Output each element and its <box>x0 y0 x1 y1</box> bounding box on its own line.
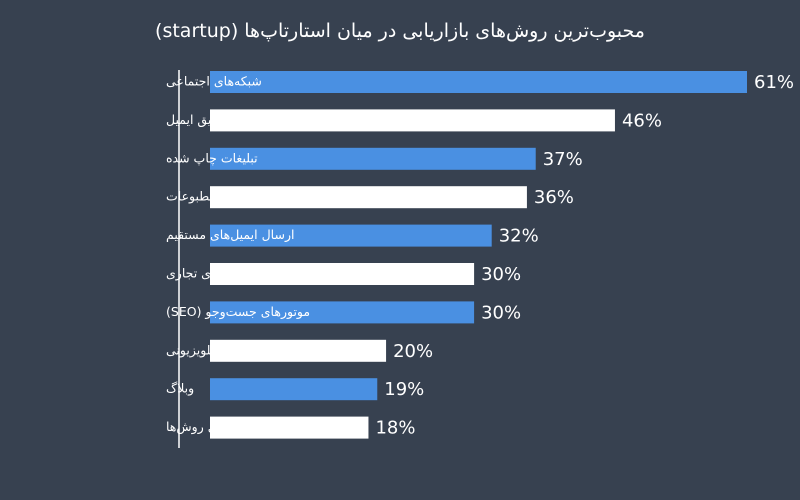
bar-row: بقیه‌ی روش‌ها 18% <box>166 416 415 439</box>
category-label: بقیه‌ی روش‌ها <box>166 419 238 435</box>
bar-row: تبلیغات چاپ شده 37% <box>166 147 583 170</box>
bar <box>210 71 747 93</box>
bar-row: شبکه‌های اجتماعی 61% <box>166 71 794 93</box>
value-label: 30% <box>481 264 521 285</box>
bar <box>210 416 369 439</box>
category-label: ارسال ایمیل‌های مستقیم <box>166 227 294 243</box>
category-label: شبکه‌های اجتماعی <box>166 74 262 89</box>
value-label: 36% <box>534 187 574 208</box>
category-label: تبلیغات چاپ شده <box>166 150 258 165</box>
bar <box>210 224 492 247</box>
value-label: 30% <box>481 302 521 323</box>
bar-row: تبلیغات رادیو/تلویزیونی 20% <box>166 339 433 362</box>
value-label: 19% <box>384 379 424 400</box>
value-label: 46% <box>622 110 662 131</box>
bar <box>210 301 475 324</box>
bar-row: بازاریابی از طریق ایمیل 46% <box>166 109 662 132</box>
bar <box>210 339 387 362</box>
value-label: 18% <box>375 418 415 439</box>
category-label: نمایشگاه‌های تجاری <box>166 266 268 282</box>
bar-row: نمایشگاه‌های تجاری 30% <box>166 263 521 285</box>
category-label: وبلاگ <box>166 381 194 397</box>
category-label: موتورهای جست‌وجو (SEO) <box>166 304 310 320</box>
bar <box>210 109 615 132</box>
category-label: بازاریابی از طریق ایمیل <box>166 112 290 128</box>
bar <box>210 263 475 285</box>
bar <box>210 186 527 209</box>
value-label: 32% <box>499 226 539 247</box>
value-label: 61% <box>754 72 794 93</box>
value-label: 37% <box>543 149 583 170</box>
chart-title: محبوب‌ترین روش‌های بازاریابی در میان است… <box>155 20 645 42</box>
bar <box>210 378 378 401</box>
bar-row: موتورهای جست‌وجو (SEO) 30% <box>166 301 521 324</box>
bar-row: مطبوعات 36% <box>166 186 574 209</box>
bar <box>210 147 536 170</box>
category-label: تبلیغات رادیو/تلویزیونی <box>166 342 285 358</box>
category-label: مطبوعات <box>166 189 216 205</box>
bar-row: وبلاگ 19% <box>166 378 424 401</box>
value-label: 20% <box>393 341 433 362</box>
bar-row: ارسال ایمیل‌های مستقیم 32% <box>166 224 539 247</box>
